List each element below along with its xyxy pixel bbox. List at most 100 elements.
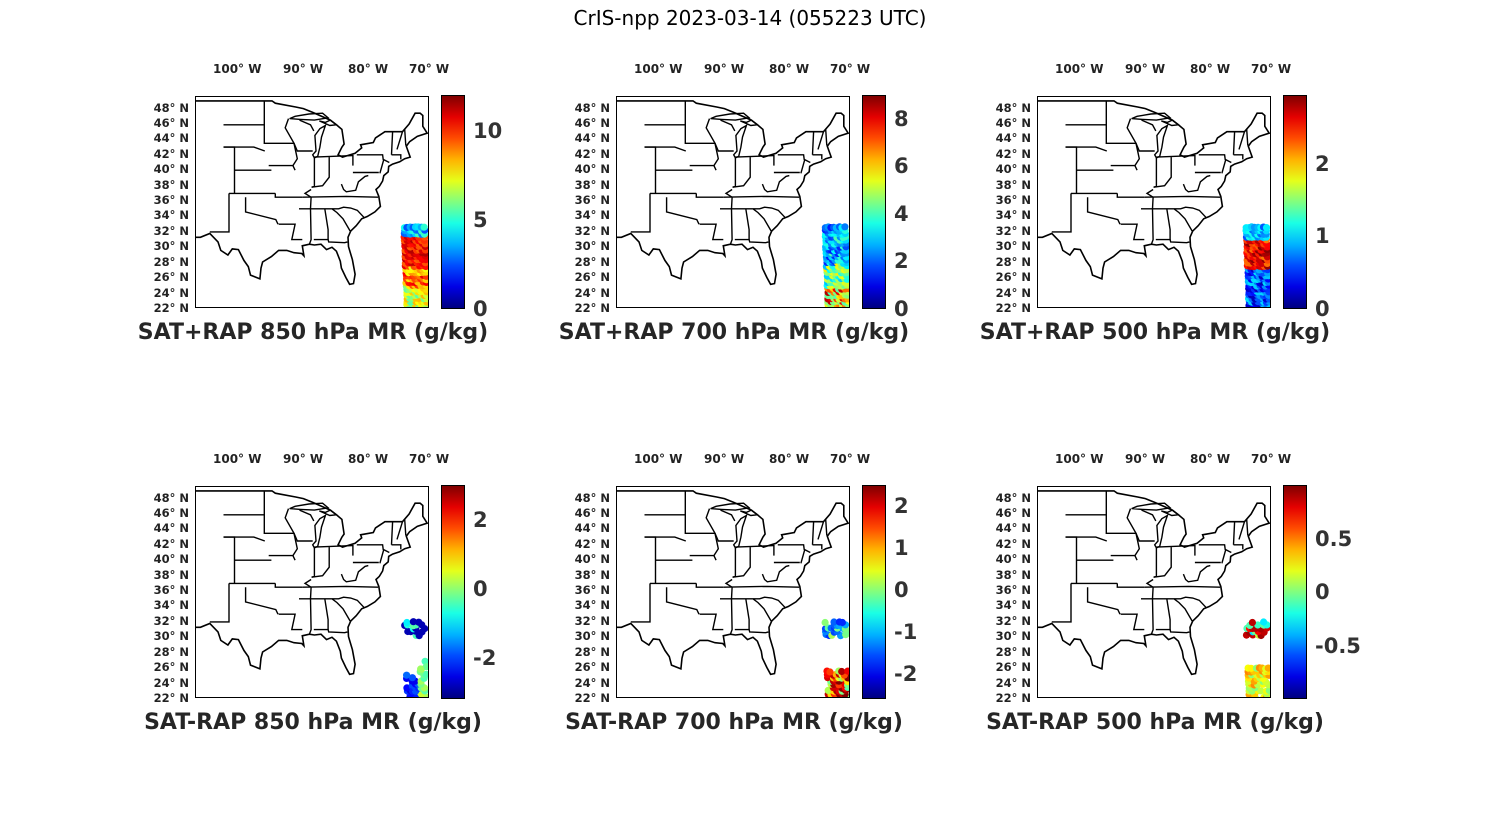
panel-title: SAT-RAP 500 hPa MR (g/kg) (986, 710, 1324, 735)
latitude-label: 38° N (153, 177, 189, 192)
latitude-label: 46° N (995, 115, 1031, 130)
latitude-label: 26° N (574, 660, 610, 675)
state-border (1153, 547, 1172, 578)
observation-point (1265, 686, 1270, 695)
state-border (1232, 131, 1236, 155)
latitude-label: 24° N (574, 675, 610, 690)
longitude-label: 90° W (1125, 62, 1166, 76)
longitude-labels: 100° W 90° W 80° W 70° W (634, 62, 894, 78)
map-axes (195, 486, 429, 698)
latitude-label: 46° N (574, 115, 610, 130)
observation-point (403, 618, 411, 627)
state-border (1116, 583, 1145, 588)
latitude-label: 44° N (574, 521, 610, 536)
longitude-labels: 100° W 90° W 80° W 70° W (1055, 62, 1315, 78)
longitude-label: 90° W (704, 452, 745, 466)
latitude-label: 28° N (153, 254, 189, 269)
state-border (811, 131, 815, 155)
longitude-label: 90° W (1125, 452, 1166, 466)
great-lake-outline (311, 513, 327, 549)
great-lake-outline (710, 502, 751, 511)
state-border (1169, 629, 1190, 634)
latitude-label: 48° N (995, 490, 1031, 505)
map-canvas (617, 100, 849, 307)
latitude-label: 22° N (153, 301, 189, 315)
state-border (720, 119, 736, 132)
latitude-label: 36° N (574, 583, 610, 598)
state-border (695, 193, 724, 198)
observation-point (420, 223, 428, 231)
great-lake-outline (732, 513, 748, 549)
map-axes (1037, 96, 1271, 308)
state-border (1105, 490, 1136, 534)
latitude-label: 30° N (995, 629, 1031, 644)
great-lake-outline (740, 119, 760, 127)
state-border (263, 100, 294, 144)
observation-point (408, 674, 416, 682)
state-border (379, 159, 385, 174)
latitude-label: 24° N (995, 285, 1031, 300)
longitude-label: 80° W (769, 62, 810, 76)
great-lake-outline (1153, 513, 1169, 549)
colorbar-tick-label: 0 (894, 297, 909, 321)
state-border (1238, 131, 1246, 150)
great-lake-outline (1161, 119, 1181, 127)
latitude-label: 42° N (995, 146, 1031, 161)
state-border (699, 613, 724, 631)
longitude-labels: 100° W 90° W 80° W 70° W (213, 452, 473, 468)
longitude-label: 100° W (213, 452, 262, 466)
observation-point (1264, 664, 1270, 672)
state-border (825, 519, 828, 536)
state-border (391, 544, 402, 550)
observation-point (1260, 618, 1268, 626)
latitude-label: 46° N (153, 115, 189, 130)
state-border (340, 564, 369, 583)
latitude-label: 32° N (574, 223, 610, 238)
observation-point (1248, 618, 1256, 627)
latitude-label: 42° N (574, 146, 610, 161)
latitude-label: 34° N (995, 208, 1031, 223)
latitude-label: 44° N (153, 521, 189, 536)
latitude-label: 44° N (995, 131, 1031, 146)
latitude-label: 42° N (995, 536, 1031, 551)
latitude-label: 48° N (995, 100, 1031, 115)
latitude-label: 48° N (153, 100, 189, 115)
state-border (278, 223, 303, 241)
longitude-label: 100° W (1055, 62, 1104, 76)
state-border (1155, 208, 1171, 241)
latitude-label: 24° N (995, 675, 1031, 690)
longitude-label: 100° W (634, 62, 683, 76)
state-border (299, 119, 315, 132)
state-border (752, 598, 772, 622)
latitude-label: 24° N (574, 285, 610, 300)
colorbar-tick-label: 5 (473, 207, 488, 232)
state-border (777, 544, 811, 554)
latitude-label: 38° N (574, 177, 610, 192)
state-border (1155, 598, 1171, 631)
observation-point (421, 657, 428, 665)
state-border (1173, 598, 1193, 622)
colorbar-tick-label: 10 (473, 118, 503, 143)
state-border (314, 544, 353, 548)
state-border (274, 583, 303, 588)
state-border (244, 587, 279, 615)
state-border (734, 598, 750, 631)
panel-title: SAT+RAP 500 hPa MR (g/kg) (979, 320, 1331, 345)
state-border (1086, 197, 1121, 225)
state-border (311, 547, 330, 578)
latitude-label: 46° N (574, 505, 610, 520)
state-border (331, 208, 351, 232)
colorbar-tick-label: 1 (894, 535, 909, 560)
observation-point (1257, 687, 1265, 695)
state-border (1065, 146, 1078, 194)
latitude-label: 44° N (574, 131, 610, 146)
great-lake-outline (319, 509, 339, 517)
state-border (1156, 154, 1195, 158)
latitude-label: 36° N (153, 193, 189, 208)
state-border (391, 154, 402, 160)
longitude-label: 70° W (1251, 452, 1292, 466)
state-border (748, 629, 769, 634)
state-border (1156, 544, 1195, 548)
great-lake-outline (289, 502, 330, 511)
latitude-label: 32° N (153, 223, 189, 238)
